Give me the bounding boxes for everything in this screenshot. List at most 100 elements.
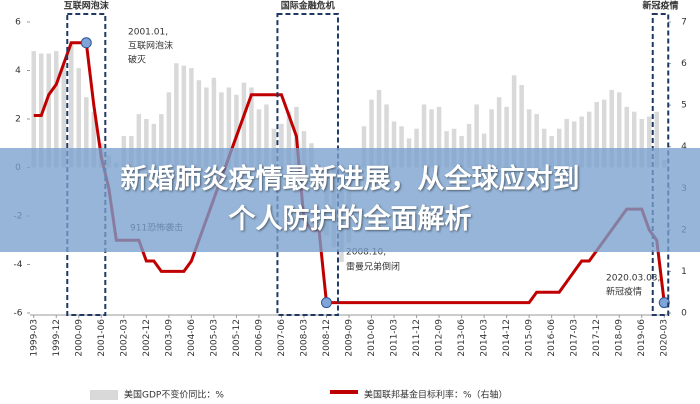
x-tick-label: 2010-06 [367,319,377,357]
annotation: 雷曼兄弟倒闭 [346,261,400,273]
y2-tick-label: 5 [681,101,687,111]
bar [571,121,577,168]
event-marker [80,37,92,49]
y2-tick-label: 6 [681,59,687,69]
bar [136,114,142,168]
bar [226,87,232,168]
bar [609,89,614,168]
annotation: 2001.01, [128,28,168,38]
y-tick-label: 6 [15,18,21,28]
x-tick-label: 1999-03 [29,319,39,357]
bar [211,77,217,168]
bar [436,106,442,168]
x-tick-label: 2003-09 [164,319,174,357]
bar [631,111,637,168]
bar [601,99,607,168]
bar [474,104,479,168]
x-tick-label: 2011-03 [390,319,400,357]
bar [384,104,389,168]
x-tick-label: 2020-03 [660,319,670,357]
bar [616,92,622,168]
bar [181,65,187,168]
bar [219,92,224,168]
bar [534,114,539,168]
annotation: 2008.10, [346,248,386,258]
bar [151,123,157,168]
x-tick-label: 2004-06 [187,319,197,357]
x-tick-label: 2017-12 [592,319,602,357]
bar [39,53,44,168]
x-tick-label: 2019-06 [637,319,647,357]
bar [369,99,374,168]
x-tick-label: 2001-06 [97,319,107,357]
annotation: 互联网泡沫 [128,40,173,52]
bar [579,116,584,168]
x-tick-label: 2011-12 [412,319,422,357]
bar [196,80,202,168]
bar [421,104,427,168]
event-box-label: 互联网泡沫 [64,0,110,12]
x-tick-label: 1999-12 [52,319,62,357]
banner-line: 新婚肺炎疫情最新进展，从全球应对到 [120,164,580,195]
bar [31,51,37,168]
bar [489,109,494,168]
event-box-label: 国际金融危机 [281,0,335,12]
bar [526,109,532,168]
y2-tick-label: 4 [681,142,687,152]
event-marker [320,297,332,309]
bar [91,111,97,168]
bar [204,87,209,168]
bar [174,63,179,168]
bar [399,126,404,168]
x-tick-label: 2008-12 [322,319,332,357]
bar [639,119,644,168]
bar [159,114,164,168]
bar [361,126,367,168]
bar [429,109,434,168]
bar [286,111,292,168]
bar [624,106,629,168]
bar [84,97,89,168]
x-tick-label: 2009-09 [345,319,355,357]
bar [564,119,569,168]
y2-tick-label: 1 [681,267,687,277]
x-tick-label: 2013-06 [457,319,467,357]
legend-label: 美国联邦基金目标利率：%（右轴） [364,389,508,401]
y2-tick-label: 0 [681,309,687,319]
bar [69,41,74,168]
bar [391,121,397,168]
bar [256,109,262,168]
annotation: 新冠疫情 [606,286,642,298]
bar [654,111,659,168]
event-marker [658,297,670,309]
legend-swatch [330,390,358,394]
x-tick-label: 2000-09 [74,319,84,357]
x-tick-label: 2015-09 [525,319,535,357]
x-tick-label: 2002-03 [119,319,129,357]
y-tick-label: 4 [15,66,21,76]
bar [189,68,194,168]
x-tick-label: 2005-03 [209,319,219,357]
bar [511,75,517,168]
x-tick-label: 2017-03 [570,319,580,357]
bar [376,89,382,168]
bar [61,65,67,168]
x-tick-label: 2005-12 [232,319,242,357]
bar [46,53,52,168]
bar [519,85,524,168]
bar [586,111,592,168]
x-tick-label: 2018-09 [615,319,625,357]
bar [504,106,509,168]
bar [144,119,149,168]
bar [594,102,599,168]
x-tick-label: 2014-12 [502,319,512,357]
y-tick-label: -4 [14,260,23,270]
bar [166,92,172,168]
y-tick-label: -6 [14,309,23,319]
legend-swatch [90,390,118,400]
y2-tick-label: 7 [681,18,687,28]
legend-label: 美国GDP不变价同比：% [124,389,224,401]
x-tick-label: 2008-03 [299,319,309,357]
bar [234,94,239,168]
